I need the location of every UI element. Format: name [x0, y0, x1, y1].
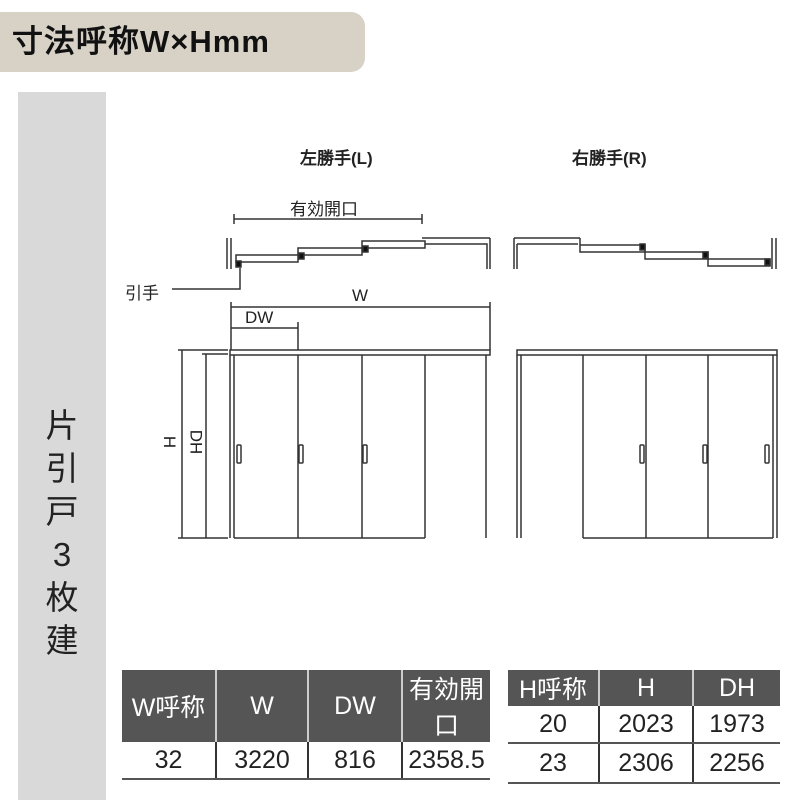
- door-type-sidebar: 片 引 戸 3 枚 建: [18, 92, 106, 800]
- height-table: H呼称 H DH 20 2023 1973 23 2306 2256: [508, 670, 780, 784]
- header-cell: 有効開口: [401, 670, 490, 742]
- opening-label: 有効開口: [290, 200, 358, 219]
- left-elevation-view: [229, 349, 491, 539]
- cell: 2306: [598, 743, 693, 784]
- left-hand-label: 左勝手(L): [300, 149, 373, 168]
- table-row: 20 2023 1973: [508, 706, 780, 744]
- handle-label: 引手: [125, 284, 159, 303]
- page-title: 寸法呼称W×Hmm: [0, 12, 365, 72]
- header-cell: DW: [307, 670, 402, 742]
- char: 戸: [45, 493, 79, 530]
- cell: 1973: [692, 706, 780, 744]
- left-plan-view: [172, 214, 491, 290]
- table-row: 23 2306 2256: [508, 743, 780, 784]
- header-cell: H: [598, 670, 693, 706]
- door-type-label: 片 引 戸 3 枚 建: [18, 404, 106, 662]
- char: 片: [45, 407, 79, 444]
- cell: 2023: [598, 706, 693, 744]
- door-diagram: [172, 214, 778, 539]
- width-table: W呼称 W DW 有効開口 32 3220 816 2358.5: [122, 670, 490, 780]
- right-hand-label: 右勝手(R): [572, 149, 647, 168]
- cell: 2256: [692, 743, 780, 784]
- table-row: 32 3220 816 2358.5: [122, 742, 490, 780]
- char: 枚: [45, 579, 79, 616]
- cell: 816: [307, 742, 402, 780]
- right-plan-view: [513, 237, 777, 269]
- cell: 23: [508, 743, 599, 784]
- header-cell: DH: [692, 670, 780, 706]
- w-label: W: [352, 286, 369, 305]
- dh-label: DH: [186, 429, 206, 455]
- header-cell: W呼称: [122, 670, 216, 742]
- header-cell: W: [215, 670, 308, 742]
- dw-label: DW: [245, 308, 274, 327]
- cell: 2358.5: [401, 742, 490, 780]
- char: 3: [52, 536, 72, 573]
- char: 建: [45, 622, 79, 659]
- cell: 32: [122, 742, 216, 780]
- right-elevation-view: [516, 349, 778, 539]
- h-label: H: [160, 435, 180, 449]
- header-cell: H呼称: [508, 670, 599, 706]
- cell: 3220: [215, 742, 308, 780]
- cell: 20: [508, 706, 599, 744]
- char: 引: [45, 450, 79, 487]
